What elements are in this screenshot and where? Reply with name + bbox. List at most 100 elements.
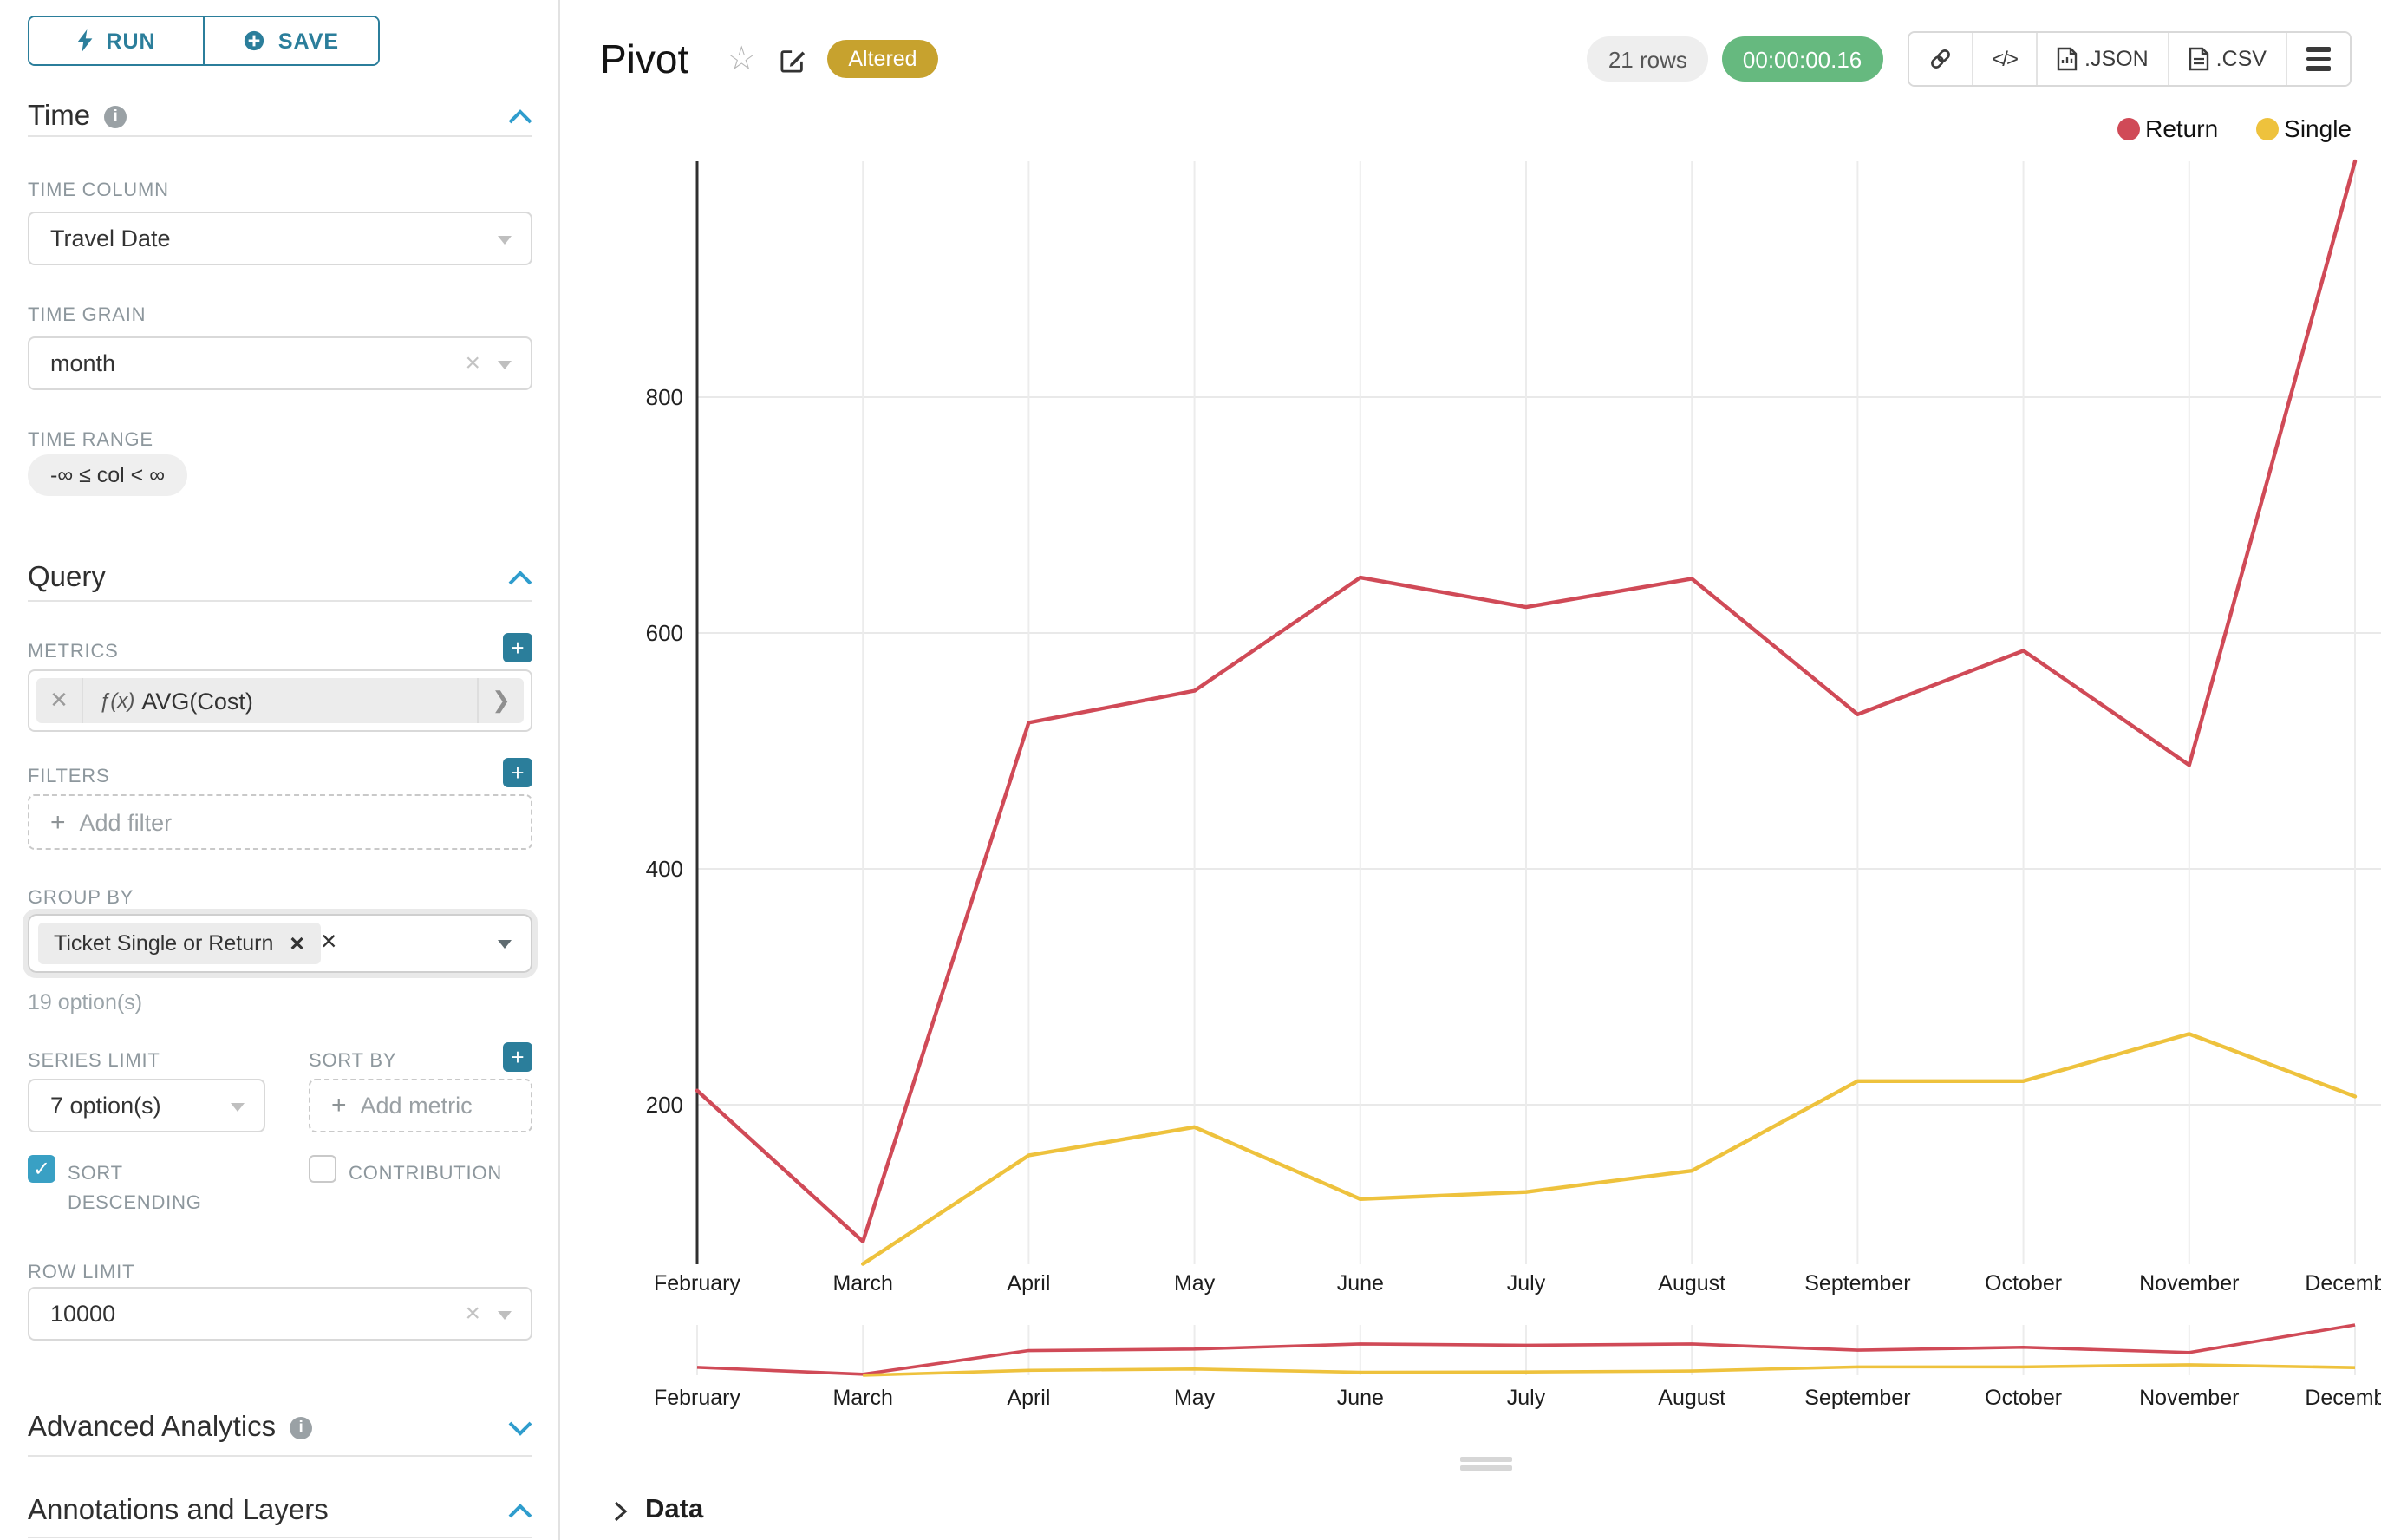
group-by-select[interactable]: Ticket Single or Return ✕ × xyxy=(23,909,538,978)
x-axis-labels: February March April May June July August Septe… xyxy=(654,1271,2381,1295)
svg-text:July: July xyxy=(1507,1386,1546,1410)
series-line-return[interactable] xyxy=(695,159,2358,1243)
time-range-label: TIME RANGE xyxy=(28,430,153,451)
time-grain-select[interactable]: month × xyxy=(28,336,532,390)
plus-icon: + xyxy=(331,1091,347,1120)
series-limit-select[interactable]: 7 option(s) xyxy=(28,1079,265,1132)
run-save-button-group: RUN SAVE xyxy=(28,16,380,66)
add-filter-box[interactable]: + Add filter xyxy=(28,794,532,850)
panel-resize-grip[interactable] xyxy=(1460,1457,1512,1470)
metric-value: AVG(Cost) xyxy=(141,688,253,714)
remove-tag-icon[interactable]: ✕ xyxy=(289,934,305,955)
metric-pill[interactable]: ✕ ƒ(x) AVG(Cost) ❯ xyxy=(36,678,524,723)
clear-icon[interactable]: × xyxy=(465,1299,480,1328)
chart-legend: Return Single xyxy=(2117,114,2352,142)
chevron-down-icon[interactable] xyxy=(508,1419,532,1435)
legend-item-single[interactable]: Single xyxy=(2256,114,2352,142)
query-timer-label: 00:00:00.16 xyxy=(1742,46,1862,72)
star-icon[interactable]: ☆ xyxy=(727,41,757,77)
time-range-pill[interactable]: -∞ ≤ col < ∞ xyxy=(28,454,188,496)
caret-down-icon[interactable] xyxy=(231,1102,245,1111)
mini-preview-chart[interactable]: February March April May June July August Septe… xyxy=(654,1323,2381,1410)
advanced-analytics-section-header[interactable]: Advanced Analytics i xyxy=(28,1408,532,1446)
metrics-field: ✕ ƒ(x) AVG(Cost) ❯ xyxy=(28,669,532,732)
y-axis-tick-labels: 200 400 600 800 xyxy=(646,384,683,1118)
group-by-tag-label: Ticket Single or Return xyxy=(54,931,274,956)
caret-down-icon[interactable] xyxy=(498,1310,512,1319)
clear-icon[interactable]: × xyxy=(320,928,337,957)
section-divider xyxy=(28,600,532,602)
contribution-checkbox[interactable] xyxy=(309,1155,336,1183)
export-csv-button[interactable]: .CSV xyxy=(2169,33,2287,85)
svg-text:May: May xyxy=(1174,1271,1216,1295)
plus-icon: + xyxy=(50,807,66,837)
caret-down-icon[interactable] xyxy=(498,940,512,949)
row-limit-value: 10000 xyxy=(50,1301,116,1327)
plus-circle-icon xyxy=(245,30,265,51)
link-icon xyxy=(1930,49,1950,69)
data-panel-toggle[interactable]: Data xyxy=(610,1495,703,1526)
svg-text:April: April xyxy=(1007,1271,1050,1295)
row-count-badge: 21 rows xyxy=(1587,36,1708,82)
add-metric-plus-button[interactable]: + xyxy=(503,633,532,662)
annotations-section-header[interactable]: Annotations and Layers xyxy=(28,1491,532,1530)
time-column-label: TIME COLUMN xyxy=(28,180,169,201)
timeseries-line-chart[interactable]: 200 400 600 800 February March April May June Jul… xyxy=(558,87,2381,1457)
hamburger-icon xyxy=(2306,47,2331,71)
row-limit-select[interactable]: 10000 × xyxy=(28,1287,532,1341)
time-section-header[interactable]: Time i xyxy=(28,97,532,135)
svg-text:November: November xyxy=(2139,1386,2239,1410)
add-metric-placeholder: Add metric xyxy=(360,1093,473,1119)
svg-text:June: June xyxy=(1337,1386,1384,1410)
caret-down-icon[interactable] xyxy=(498,235,512,244)
series-line-single[interactable] xyxy=(861,1032,2358,1266)
chevron-up-icon[interactable] xyxy=(508,108,532,124)
save-button-label: SAVE xyxy=(277,29,340,53)
svg-text:September: September xyxy=(1804,1271,1910,1295)
edit-icon[interactable] xyxy=(780,46,806,72)
add-sort-metric-box[interactable]: + Add metric xyxy=(309,1079,532,1132)
code-icon: </> xyxy=(1992,47,2019,71)
info-icon[interactable]: i xyxy=(104,105,127,127)
group-by-options-hint: 19 option(s) xyxy=(28,990,143,1015)
export-json-label: .JSON xyxy=(2084,47,2149,71)
chevron-up-icon[interactable] xyxy=(508,570,532,585)
add-sort-metric-plus-button[interactable]: + xyxy=(503,1042,532,1072)
chevron-right-icon xyxy=(614,1500,628,1521)
mini-x-axis-labels: February March April May June July August Septe… xyxy=(654,1386,2381,1410)
info-icon[interactable]: i xyxy=(290,1416,313,1439)
legend-item-return[interactable]: Return xyxy=(2117,114,2218,142)
time-column-select[interactable]: Travel Date xyxy=(28,212,532,265)
embed-code-button[interactable]: </> xyxy=(1973,33,2038,85)
sort-descending-checkbox[interactable]: ✓ xyxy=(28,1155,55,1183)
time-grain-value: month xyxy=(50,350,116,376)
chevron-right-icon[interactable]: ❯ xyxy=(477,678,524,723)
save-button[interactable]: SAVE xyxy=(205,17,378,64)
query-timer-badge: 00:00:00.16 xyxy=(1721,36,1883,82)
query-section-header[interactable]: Query xyxy=(28,558,532,597)
svg-text:200: 200 xyxy=(646,1092,683,1118)
svg-text:December: December xyxy=(2305,1271,2381,1295)
chevron-up-icon[interactable] xyxy=(508,1503,532,1518)
add-filter-plus-button[interactable]: + xyxy=(503,758,532,787)
svg-text:800: 800 xyxy=(646,384,683,410)
altered-badge[interactable]: Altered xyxy=(827,40,938,78)
share-link-button[interactable] xyxy=(1908,33,1973,85)
lightning-icon xyxy=(78,29,93,52)
svg-text:May: May xyxy=(1174,1386,1216,1410)
svg-text:June: June xyxy=(1337,1271,1384,1295)
caret-down-icon[interactable] xyxy=(498,360,512,369)
more-options-button[interactable] xyxy=(2287,33,2350,85)
remove-metric-icon[interactable]: ✕ xyxy=(36,678,83,723)
svg-text:February: February xyxy=(654,1386,741,1410)
clear-icon[interactable]: × xyxy=(465,349,480,378)
altered-badge-label: Altered xyxy=(848,47,917,71)
group-by-tag[interactable]: Ticket Single or Return ✕ xyxy=(38,923,321,964)
section-divider xyxy=(28,1455,532,1457)
run-button[interactable]: RUN xyxy=(29,17,205,64)
export-json-button[interactable]: .JSON xyxy=(2038,33,2169,85)
mini-series-line-single xyxy=(863,1363,2356,1377)
legend-label: Single xyxy=(2284,114,2352,142)
